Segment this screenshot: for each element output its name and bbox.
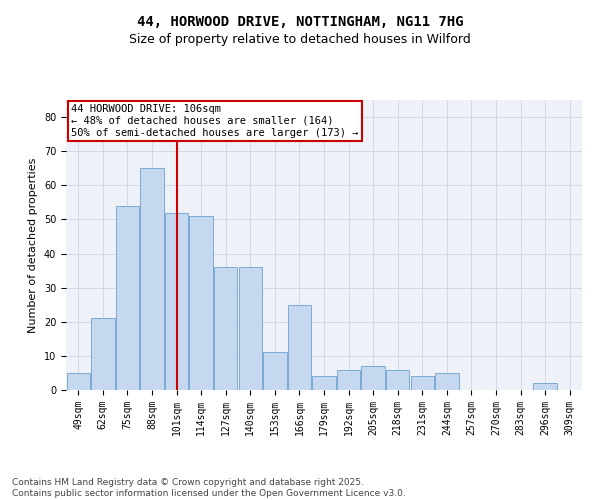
Text: 44, HORWOOD DRIVE, NOTTINGHAM, NG11 7HG: 44, HORWOOD DRIVE, NOTTINGHAM, NG11 7HG (137, 15, 463, 29)
Bar (239, 267, 262, 390)
Bar (116, 206, 139, 390)
Bar (140, 168, 164, 390)
Bar (91, 318, 115, 390)
Bar (263, 352, 287, 390)
Bar (67, 373, 90, 390)
Bar (337, 370, 360, 390)
Text: Contains HM Land Registry data © Crown copyright and database right 2025.
Contai: Contains HM Land Registry data © Crown c… (12, 478, 406, 498)
Bar (190, 216, 213, 390)
Bar (165, 212, 188, 390)
Bar (288, 304, 311, 390)
Y-axis label: Number of detached properties: Number of detached properties (28, 158, 38, 332)
Bar (435, 373, 458, 390)
Bar (313, 376, 335, 390)
Text: 44 HORWOOD DRIVE: 106sqm
← 48% of detached houses are smaller (164)
50% of semi-: 44 HORWOOD DRIVE: 106sqm ← 48% of detach… (71, 104, 359, 138)
Bar (361, 366, 385, 390)
Bar (533, 383, 557, 390)
Text: Size of property relative to detached houses in Wilford: Size of property relative to detached ho… (129, 32, 471, 46)
Bar (410, 376, 434, 390)
Bar (386, 370, 409, 390)
Bar (214, 267, 238, 390)
